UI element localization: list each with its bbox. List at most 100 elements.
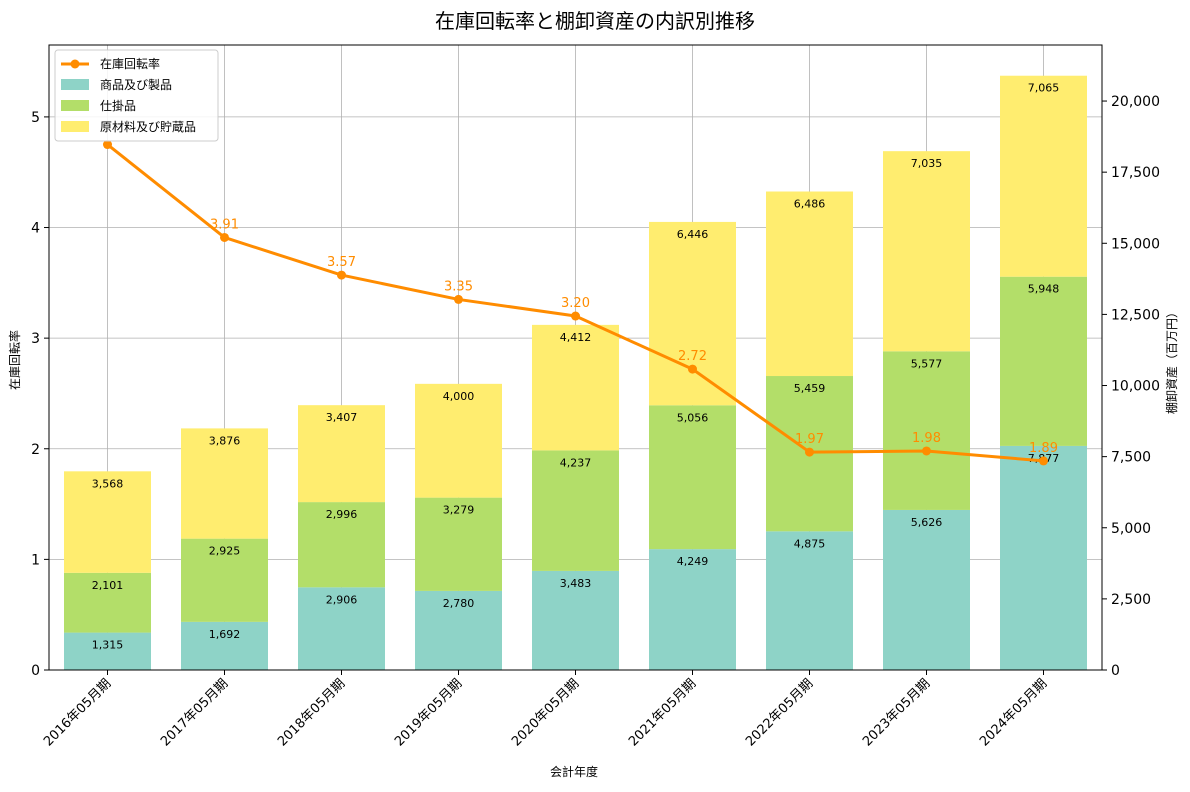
y-right-tick-label: 2,500 (1111, 592, 1151, 608)
y-left-tick-label: 4 (31, 221, 40, 237)
x-tick-label: 2016年05月期 (41, 676, 114, 749)
bar-segment (883, 351, 970, 510)
turnover-value-label: 3.20 (561, 296, 590, 311)
bar-segment (64, 632, 151, 670)
bar-value-label: 6,446 (677, 228, 709, 241)
turnover-value-label: 2.72 (678, 349, 707, 364)
turnover-value-label: 3.91 (210, 217, 239, 232)
turnover-value-label: 1.98 (912, 431, 941, 446)
turnover-point (337, 270, 346, 280)
y-right-tick-label: 10,000 (1111, 379, 1160, 395)
y-left-tick-label: 0 (31, 663, 40, 679)
bar-segment (415, 590, 502, 670)
legend-label: 在庫回転率 (100, 56, 160, 71)
legend-line-marker (70, 59, 80, 69)
y-right-tick-label: 17,500 (1111, 165, 1160, 181)
turnover-point (1039, 456, 1048, 466)
stacked-bars (64, 75, 1087, 670)
bar-segment (766, 531, 853, 670)
bar-segment (883, 509, 970, 670)
bar-value-label: 3,568 (92, 477, 124, 490)
bar-value-label: 2,906 (326, 593, 358, 606)
turnover-point (805, 447, 814, 457)
bar-segment (1000, 276, 1087, 446)
turnover-point (922, 446, 931, 456)
bar-value-label: 5,459 (794, 382, 826, 395)
legend-label: 原材料及び貯蔵品 (100, 120, 196, 134)
bar-segment (649, 405, 736, 550)
bar-segment (181, 538, 268, 622)
bar-segment (1000, 75, 1087, 277)
y-left-tick-label: 3 (31, 331, 40, 347)
turnover-point (454, 294, 463, 304)
bar-segment (64, 572, 151, 633)
bar-segment (181, 428, 268, 539)
bar-value-label: 5,948 (1028, 283, 1060, 296)
x-tick-label: 2023年05月期 (860, 676, 933, 749)
x-tick-label: 2019年05月期 (392, 676, 465, 749)
bar-value-label: 3,407 (326, 411, 358, 424)
bar-value-label: 3,279 (443, 504, 475, 517)
chart-title: 在庫回転率と棚卸資産の内訳別推移 (435, 9, 755, 33)
bar-segment (298, 405, 385, 503)
y-left-tick-label: 2 (31, 442, 40, 458)
x-axis-label: 会計年度 (550, 764, 598, 779)
bar-value-label: 3,876 (209, 434, 241, 447)
bar-segment (64, 471, 151, 573)
bar-value-label: 5,577 (911, 357, 943, 370)
y-left-tick-label: 1 (31, 552, 40, 568)
legend-box (54, 49, 219, 142)
y-right-tick-label: 7,500 (1111, 450, 1151, 466)
bar-value-label: 2,780 (443, 597, 475, 610)
bar-segment (532, 324, 619, 451)
legend-label: 仕掛品 (100, 98, 136, 113)
bar-value-label: 4,249 (677, 555, 709, 568)
bar-segment (1000, 445, 1087, 670)
bar-segment (298, 587, 385, 670)
bar-value-label: 6,486 (794, 198, 826, 211)
y-right-tick-label: 12,500 (1111, 307, 1160, 323)
bar-segment (298, 502, 385, 588)
legend-label: 商品及び製品 (100, 77, 172, 92)
y-left-tick-label: 5 (31, 110, 40, 126)
x-tick-label: 2022年05月期 (743, 676, 816, 749)
bar-value-label: 5,056 (677, 411, 709, 424)
bar-value-label: 5,626 (911, 516, 943, 529)
turnover-point (688, 364, 697, 374)
bar-value-label: 2,925 (209, 545, 241, 558)
x-tick-label: 2017年05月期 (158, 676, 231, 749)
turnover-value-label: 3.35 (444, 279, 473, 294)
bar-segment (883, 151, 970, 352)
bar-value-label: 4,875 (794, 537, 826, 550)
bar-segment (766, 191, 853, 377)
legend-swatch (61, 121, 89, 132)
turnover-point (103, 140, 112, 150)
y-right-tick-label: 5,000 (1111, 521, 1151, 537)
turnover-value-label: 3.57 (327, 255, 356, 270)
turnover-line: 3.91 3.57 3.35 3.20 2.72 1.97 1.98 1.89 (103, 140, 1058, 466)
bar-value-label: 2,996 (326, 508, 358, 521)
bar-segment (415, 383, 502, 498)
bar-value-label: 1,315 (92, 639, 124, 652)
turnover-point (220, 232, 229, 242)
turnover-value-label: 1.89 (1029, 441, 1058, 456)
turnover-value-label: 1.97 (795, 432, 824, 447)
legend-swatch (61, 79, 89, 90)
y-right-tick-label: 0 (1111, 663, 1120, 679)
x-tick-label: 2021年05月期 (626, 676, 699, 749)
bar-segment (649, 221, 736, 406)
bar-segment (181, 621, 268, 670)
y-axis-right-label: 棚卸資産（百万円） (1164, 306, 1179, 414)
turnover-point (571, 311, 580, 321)
bar-value-label: 7,065 (1028, 82, 1060, 95)
bar-value-label: 7,035 (911, 157, 943, 170)
bar-segment (532, 450, 619, 571)
x-tick-label: 2024年05月期 (977, 676, 1050, 749)
x-tick-label: 2018年05月期 (275, 676, 348, 749)
bar-segment (415, 497, 502, 591)
bar-value-labels: 1,315 2,101 3,568 1,692 2,925 3,876 2,906 2,996… (92, 82, 1060, 652)
y-right-tick-label: 15,000 (1111, 236, 1160, 252)
